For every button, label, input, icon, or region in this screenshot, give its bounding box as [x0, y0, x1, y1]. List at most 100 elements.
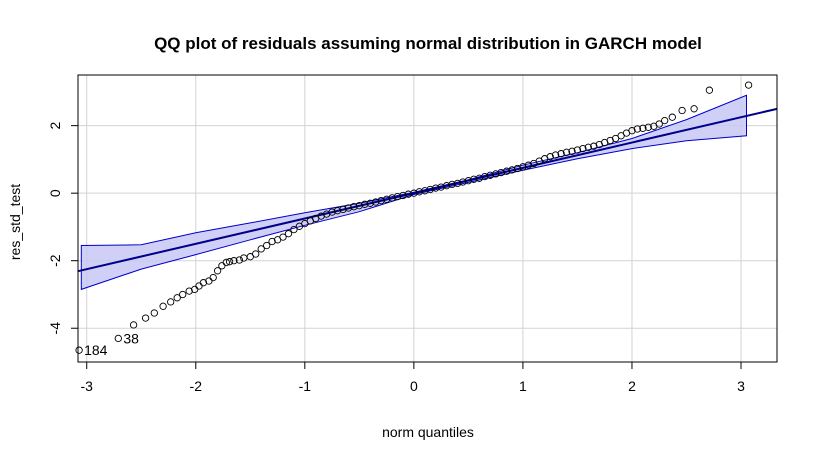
data-point-1: [114, 334, 122, 343]
plot-frame: [77, 74, 778, 363]
data-point-62: [464, 177, 473, 185]
data-point-94: [639, 124, 647, 132]
data-point-67: [492, 170, 500, 178]
data-point-95: [644, 123, 652, 131]
data-point-29: [284, 230, 293, 238]
x-tick-label-3: 0: [410, 378, 418, 394]
data-point-48: [388, 194, 396, 202]
data-point-70: [508, 166, 516, 174]
data-point-15: [213, 267, 222, 275]
data-point-59: [448, 180, 456, 189]
x-tick-label-1: -2: [190, 378, 203, 394]
point-label-1: 38: [123, 330, 139, 346]
data-point-99: [668, 113, 676, 121]
data-point-47: [382, 195, 391, 203]
data-point-73: [524, 161, 533, 169]
x-axis: -3 -2 -1 0 1 2 3: [80, 362, 745, 394]
data-point-72: [519, 163, 527, 171]
data-point-12: [199, 279, 208, 287]
data-point-10: [191, 285, 199, 294]
x-tick-label-4: 1: [519, 378, 527, 394]
data-point-8: [179, 290, 187, 299]
point-label-0: 184: [84, 342, 108, 358]
data-point-23: [252, 250, 260, 258]
data-point-41: [350, 203, 358, 211]
data-point-44: [366, 199, 374, 207]
grid-lines: [78, 75, 777, 362]
data-point-57: [437, 183, 445, 191]
data-point-65: [481, 172, 489, 181]
data-point-53: [415, 188, 423, 196]
data-point-93: [633, 125, 642, 133]
data-point-71: [513, 164, 522, 173]
data-point-14: [209, 273, 217, 282]
data-point-18: [225, 258, 234, 266]
data-point-19: [230, 257, 238, 265]
data-point-26: [268, 237, 276, 246]
data-point-68: [497, 168, 505, 177]
data-point-58: [442, 182, 451, 190]
y-tick-label-2: 0: [47, 189, 63, 197]
data-point-84: [584, 143, 592, 151]
data-point-2: [129, 321, 138, 329]
data-point-85: [590, 142, 598, 150]
data-point-103: [744, 81, 753, 89]
y-tick-label-0: -4: [47, 322, 63, 335]
data-point-61: [459, 178, 467, 186]
data-point-98: [661, 116, 669, 125]
x-tick-label-6: 3: [737, 378, 745, 394]
data-point-101: [690, 105, 698, 113]
y-tick-label-1: -2: [47, 254, 63, 267]
data-point-0: [75, 346, 83, 354]
data-point-49: [393, 192, 402, 201]
data-point-60: [453, 179, 462, 188]
data-point-40: [344, 204, 353, 212]
data-point-24: [257, 245, 265, 253]
data-point-30: [290, 225, 298, 234]
data-point-77: [546, 153, 554, 161]
data-point-80: [562, 148, 571, 156]
data-point-83: [579, 144, 587, 153]
data-point-42: [355, 202, 363, 210]
x-tick-label-0: -3: [80, 378, 93, 394]
data-point-45: [372, 198, 380, 206]
data-point-11: [195, 282, 203, 290]
data-point-54: [421, 187, 429, 195]
data-point-37: [328, 208, 336, 216]
data-point-50: [399, 191, 407, 200]
data-point-92: [628, 127, 636, 135]
data-point-20: [235, 256, 244, 264]
data-points: [75, 81, 753, 354]
data-point-56: [432, 184, 440, 192]
data-point-81: [568, 147, 576, 155]
data-point-9: [185, 287, 193, 295]
y-tick-label-3: 2: [47, 122, 63, 130]
data-point-17: [222, 258, 230, 267]
data-point-28: [279, 233, 287, 241]
point-labels: 184 38: [84, 330, 139, 358]
data-point-55: [426, 185, 434, 194]
x-tick-label-2: -1: [299, 378, 312, 394]
data-point-5: [159, 302, 167, 310]
data-point-51: [404, 190, 413, 198]
data-point-78: [551, 151, 560, 159]
data-point-25: [263, 241, 271, 250]
data-point-13: [205, 277, 213, 285]
y-axis: -4 -2 0 2: [47, 122, 78, 335]
data-point-79: [557, 150, 565, 158]
data-point-100: [678, 106, 686, 115]
data-point-63: [470, 175, 478, 183]
data-point-52: [410, 189, 418, 197]
data-point-39: [339, 205, 347, 214]
y-axis-label: res_std_test: [7, 184, 23, 260]
data-point-4: [150, 309, 158, 317]
data-point-66: [486, 171, 494, 179]
data-point-6: [167, 298, 175, 306]
data-point-69: [502, 167, 511, 175]
data-point-82: [573, 146, 582, 154]
chart-title: QQ plot of residuals assuming normal dis…: [154, 34, 702, 53]
data-point-3: [141, 314, 150, 322]
data-point-7: [173, 294, 181, 302]
data-point-64: [475, 174, 483, 182]
